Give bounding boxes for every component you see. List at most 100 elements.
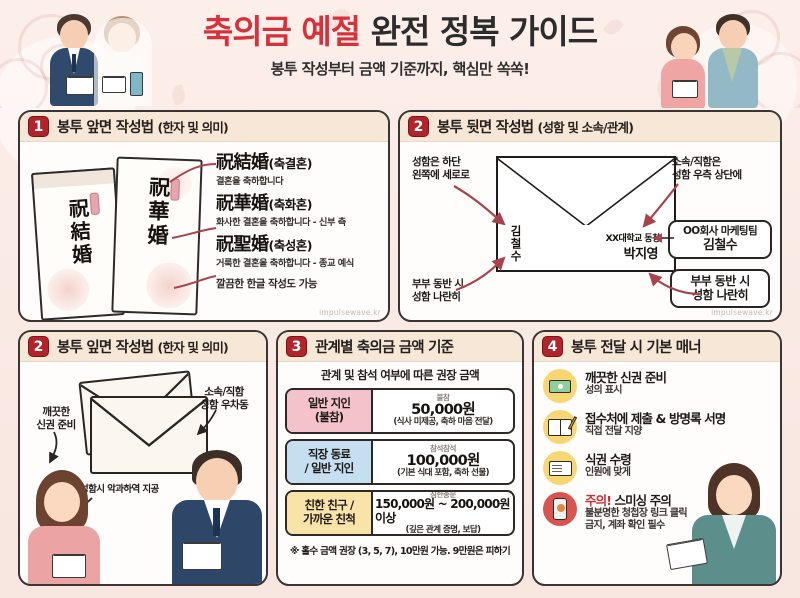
panel-header: 2 봉투 잎면 작성법 (한자 및 의미) [20, 332, 266, 362]
row-value: 불참 50,000원 (식사 미제공, 축하 마음 전달) [373, 390, 513, 432]
envelope-guest-name: 박지영 [623, 247, 659, 262]
hanja-item: 祝聖婚(축성혼) 거룩한 결혼을 축하합니다 - 종교 예식 [216, 230, 388, 269]
hanja-hangul-note: 깔끔한 한글 작성도 가능 [216, 278, 318, 290]
manner-sub: 성의 표시 [585, 385, 622, 396]
hanja-item: 祝華婚(축화혼) 화사한 결혼을 축하합니다 - 신부 측 [216, 189, 388, 228]
panel-body: 깨끗한 신권 준비 소속/직함 성함 우차동 성함시 악과하역 지공 [20, 362, 266, 584]
panel-header: 1 봉투 앞면 작성법 (한자 및 의미) [20, 112, 388, 142]
callout-couple-line1: 부부 동반 시 [690, 273, 750, 288]
rose-decor-icon [0, 58, 48, 108]
manner-sub: 직접 전달 지양 [585, 426, 642, 437]
panel-number-badge: 2 [28, 336, 49, 357]
guest-man-illustration [706, 14, 760, 108]
panel-title: 관계별 축의금 금액 기준 [315, 340, 454, 356]
note-affiliation-top-right: 소속/직함은 성함 우측 상단에 [672, 156, 742, 182]
panel-body: 관계 및 참석 여부에 따른 권장 금액 일반 지인 (불참) 불참 50,00… [278, 367, 522, 584]
hanja-item: 祝結婚(축결혼) 결혼을 축하합니다 [216, 148, 388, 187]
hanja-reading: (축화혼) [268, 197, 313, 212]
envelope-front-right: 祝華婚 [111, 156, 203, 316]
panel-header: 4 봉투 전달 시 기본 매너 [534, 332, 780, 362]
panel-number-badge: 2 [408, 116, 429, 137]
row-label-line2: / 일반 지인 [304, 461, 355, 475]
panel-body: 祝結婚 祝華婚 祝結婚(축결혼) 결혼을 축하합니다 [20, 142, 388, 320]
hanja-desc: 화사한 결혼을 축하합니다 - 신부 측 [216, 217, 346, 228]
guest-woman-illustration [660, 26, 708, 108]
panel-title-main: 봉투 잎면 작성법 [57, 340, 154, 356]
manner-sub: 인원에 맞게 [585, 467, 631, 478]
manner-sub-line2: 금지, 계좌 확인 필수 [585, 520, 665, 532]
panel-amount-guide: 3 관계별 축의금 금액 기준 관계 및 참석 여부에 따른 권장 금액 일반 … [276, 330, 524, 586]
row-value: 참석참석 100,000원 (기본 식대 포함, 축하 선물) [373, 441, 513, 483]
row-label-line1: 직장 동료 [307, 447, 351, 462]
panel-envelope-front: 1 봉투 앞면 작성법 (한자 및 의미) 祝結婚 祝華婚 [18, 110, 390, 322]
row-amount: 150,000원 ~ 200,000원 이상 [375, 497, 510, 526]
row-desc: (식사 미제공, 축하 마음 전달) [393, 417, 493, 428]
row-label: 친한 친구 / 가까운 친척 [287, 492, 373, 534]
manner-text: 깨끗한 신권 준비 성의 표시 [585, 369, 667, 397]
page-title: 축의금 예절 완전 정복 가이드 [0, 12, 800, 51]
envelope-back-illustration: 김철수 XX대학교 동창 박지영 [496, 156, 676, 272]
table-row: 직장 동료 / 일반 지인 참석참석 100,000원 (기본 식대 포함, 축… [285, 439, 515, 485]
row-attendance-tag: 참석참석 [430, 444, 456, 454]
guestbook-icon [543, 410, 578, 444]
envelope-illustration-front [90, 396, 208, 474]
envelope-sender-name-vertical: 김철수 [509, 224, 523, 263]
table-row: 친한 친구 / 가까운 친척 침한종문 150,000원 ~ 200,000원 … [285, 490, 515, 536]
row-desc: (기본 식대 포함, 축하 선물) [397, 468, 490, 479]
hanja-reading: (축결혼) [268, 156, 313, 171]
manner-item: 식권 수령 인원에 맞게 [543, 451, 772, 485]
panel-title-main: 봉투 앞면 작성법 [57, 120, 154, 136]
panel-number-badge: 3 [286, 336, 307, 357]
row-label: 직장 동료 / 일반 지인 [287, 441, 373, 483]
panel-envelope-front-people: 2 봉투 잎면 작성법 (한자 및 의미) 깨끗한 신권 준비 소속/직함 성함 우… [18, 330, 268, 586]
hanja-desc: 결혼을 축하합니다 [216, 176, 284, 187]
panel-title: 봉투 전달 시 기본 매너 [571, 340, 702, 356]
row-desc: (깊은 관계 증명, 보답) [405, 524, 482, 535]
page-title-rest: 완전 정복 가이드 [370, 12, 598, 51]
man-illustration [172, 450, 264, 584]
envelope-affiliation: XX대학교 동창 [605, 234, 661, 244]
header-banner: 축의금 예절 완전 정복 가이드 봉투 작성부터 금액 기준까지, 핵심만 쏙쏙… [0, 0, 800, 108]
hanja-desc: 거룩한 결혼을 축하합니다 - 종교 예식 [216, 258, 354, 269]
row-label: 일반 지인 (불참) [287, 390, 373, 432]
manner-main-text: 스미싱 주의 [611, 493, 671, 508]
callout-couple-names: 부부 동반 시 성함 나란히 [670, 268, 770, 308]
manner-main: 식권 수령 [585, 452, 632, 467]
panel-title-sub: (한자 및 의미) [157, 340, 229, 355]
note-name-bottom-left: 성함은 하단 왼쪽에 세로로 [412, 156, 470, 182]
money-icon [543, 369, 577, 403]
table-footnote: ※ 홀수 금액 권장 (3, 5, 7), 10만원 가능. 9만원은 피하기 [289, 546, 511, 557]
woman-illustration [28, 470, 102, 584]
hanja-chars: 祝聖婚 [216, 234, 269, 255]
page-title-accent: 축의금 예절 [202, 12, 361, 51]
manner-main: 접수처에 제출 & 방명록 서명 [585, 411, 726, 426]
manner-item: 주의! 스미싱 주의 불분명한 청첩장 링크 클릭 금지, 계좌 확인 필수 [543, 492, 772, 532]
panel-title-sub: (성함 및 소속/관계) [537, 120, 634, 135]
panel-title: 봉투 잎면 작성법 (한자 및 의미) [57, 336, 229, 357]
manner-sub: 불분명한 청첩장 링크 클릭 금지, 계좌 확인 필수 [585, 508, 688, 532]
manner-warning-label: 주의! [585, 493, 612, 508]
panel-body: 깨끗한 신권 준비 성의 표시 접수처에 제출 & 방명록 서명 직접 전달 지… [534, 369, 780, 584]
watermark: impulsewave.kr [711, 308, 773, 317]
staff-woman-illustration [666, 463, 778, 584]
hanja-main-line: 祝結婚(축결혼) [216, 148, 388, 174]
panel-title: 봉투 앞면 작성법 (한자 및 의미) [57, 116, 229, 137]
note-center-hint: 성함시 악과하역 지공 [80, 484, 159, 495]
hanja-chars: 祝結婚 [216, 152, 269, 173]
panel-title-sub: (한자 및 의미) [157, 120, 229, 135]
row-attendance-tag: 불참 [436, 393, 450, 403]
manner-sub-line1: 불분명한 청첩장 링크 클릭 [585, 508, 688, 519]
row-value: 침한종문 150,000원 ~ 200,000원 이상 (깊은 관계 증명, 보… [373, 492, 513, 534]
panel-number-badge: 1 [28, 116, 49, 137]
groom-illustration [48, 14, 100, 106]
bride-illustration [94, 16, 152, 106]
callout-couple-line2: 성함 나란히 [692, 288, 748, 303]
hanja-main-line: 祝聖婚(축성혼) [216, 230, 388, 256]
meal-ticket-icon [543, 451, 577, 485]
envelope-left-chars: 祝結婚 [64, 197, 94, 268]
note-couple-bottom-left: 부부 동반 시 성함 나란히 [412, 277, 464, 303]
row-amount: 100,000원 [406, 452, 481, 469]
callout-company-name: OO회사 마케팅팀 김철수 [668, 220, 772, 259]
row-amount: 50,000원 [411, 401, 475, 418]
